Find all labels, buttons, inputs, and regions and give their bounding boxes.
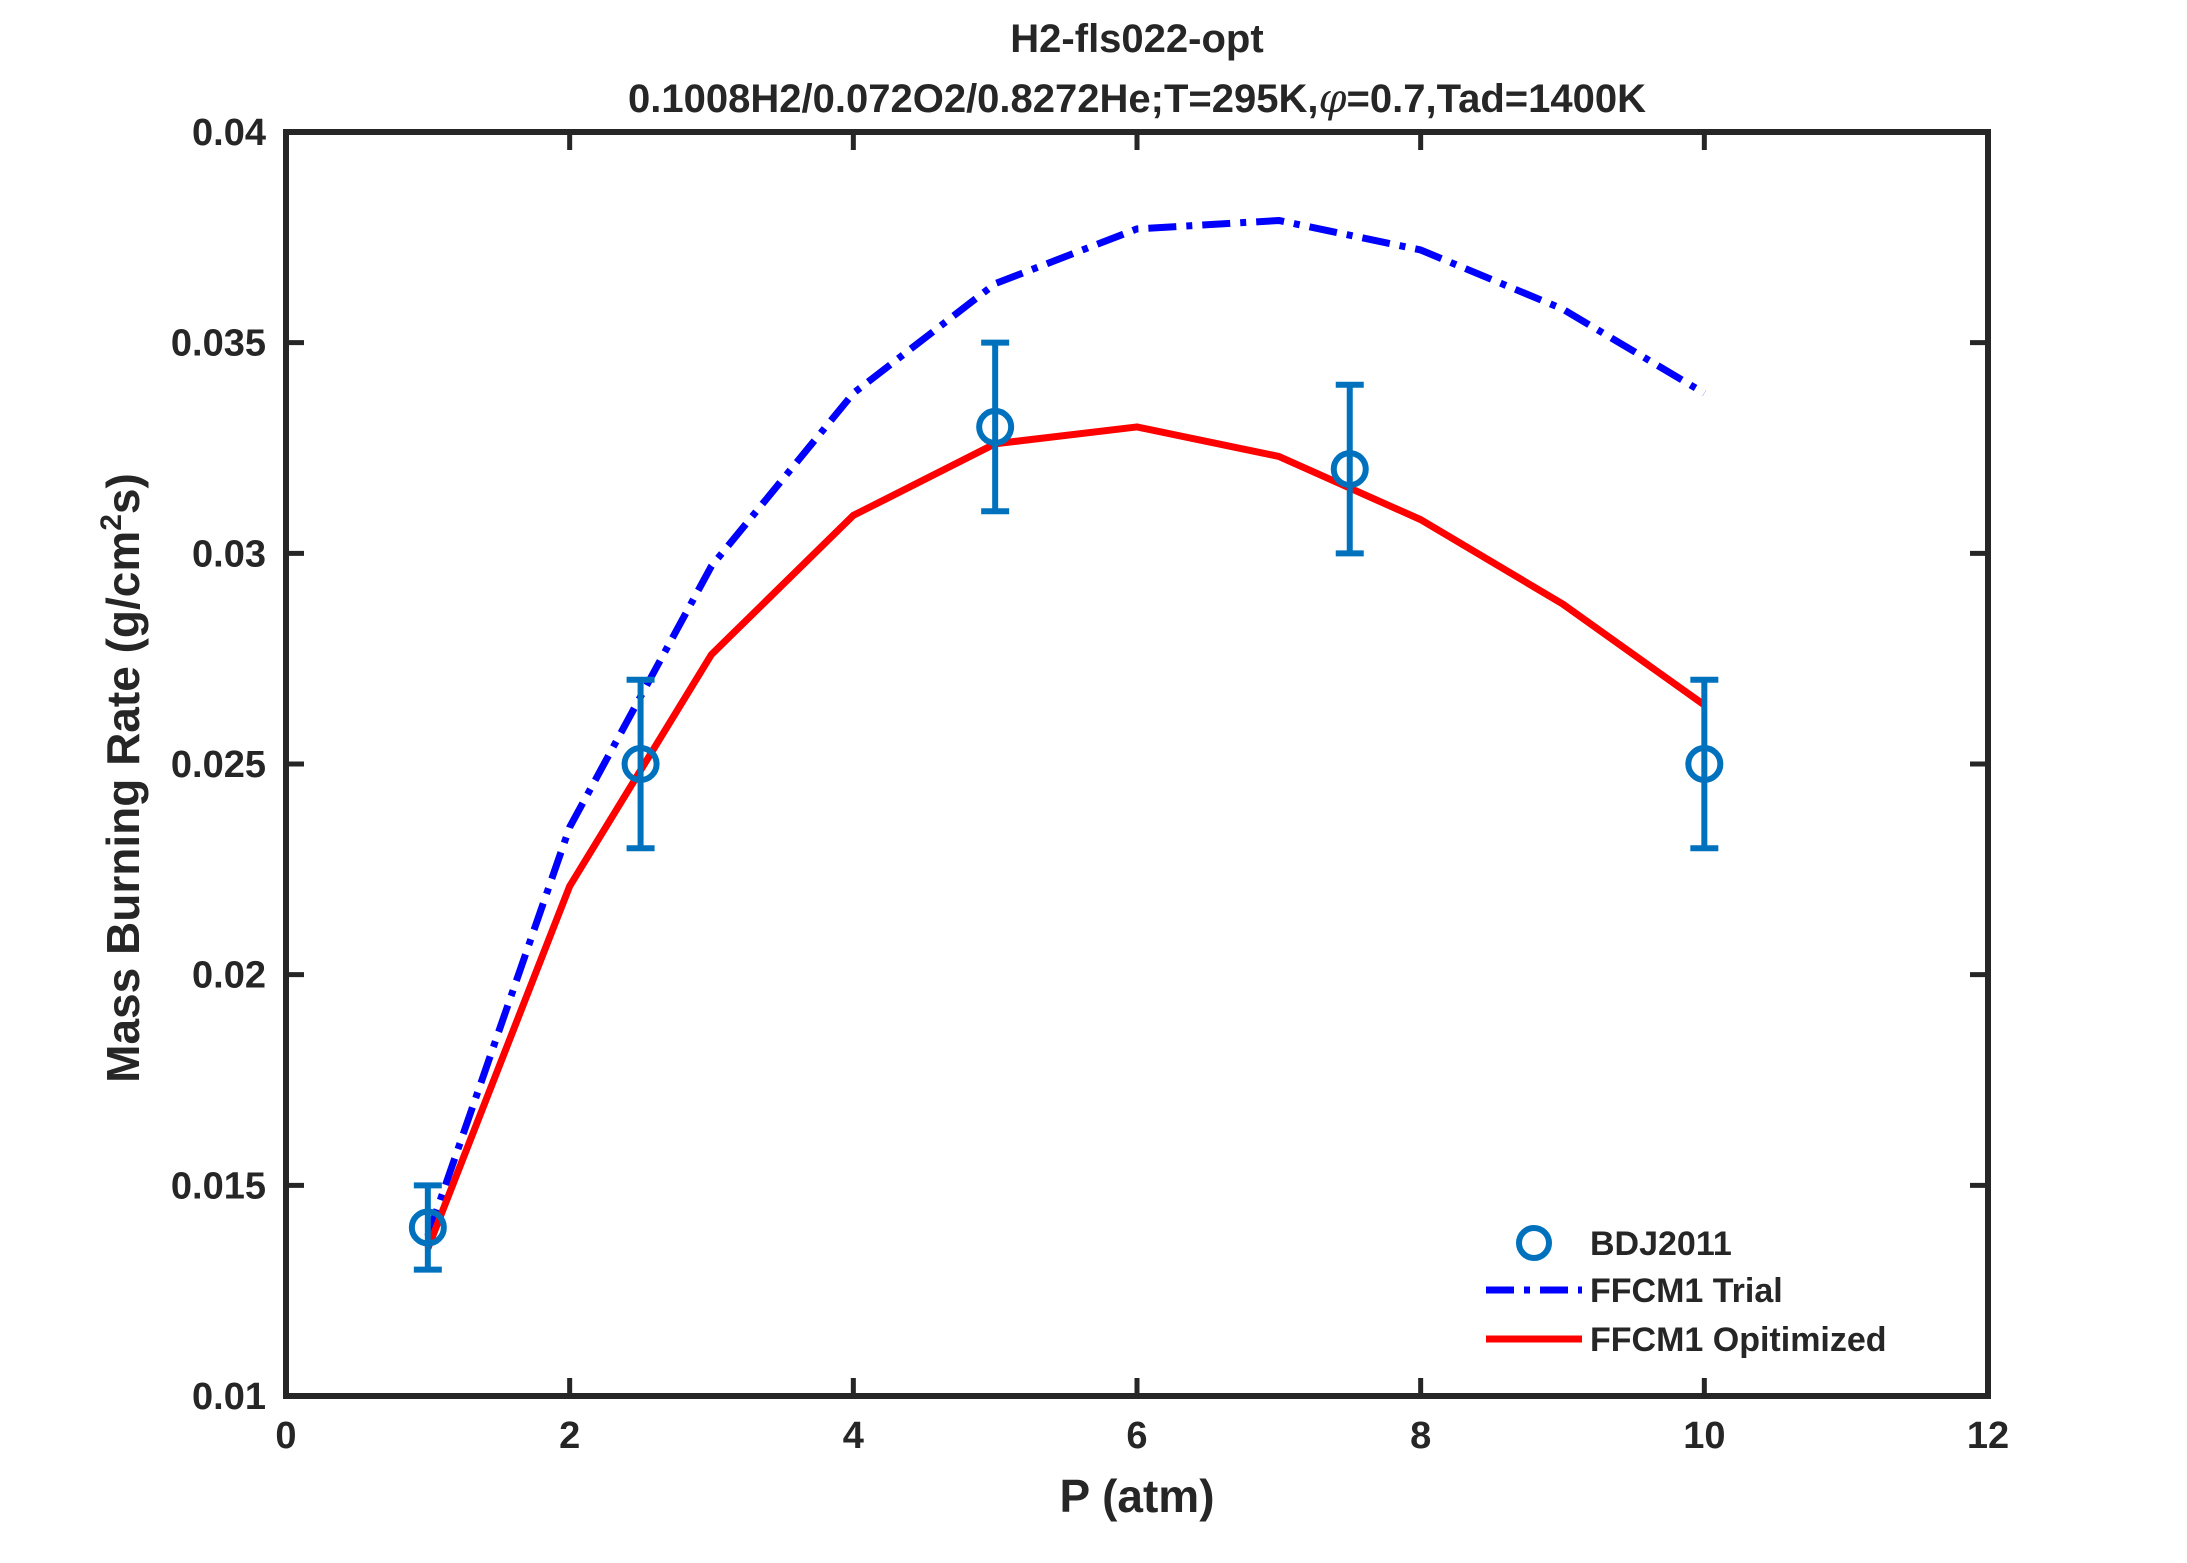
y-tick-label: 0.035 bbox=[171, 323, 266, 365]
x-tick-label: 0 bbox=[275, 1415, 296, 1457]
chart-subtitle-prefix: 0.1008H2/0.072O2/0.8272He;T=295K, bbox=[628, 77, 1319, 121]
y-axis-label-superscript: 2 bbox=[95, 514, 128, 531]
chart-subtitle-suffix: =0.7,Tad=1400K bbox=[1347, 77, 1647, 121]
data-point-bdj2011 bbox=[621, 745, 660, 783]
x-tick-label: 2 bbox=[559, 1415, 580, 1457]
y-tick-label: 0.015 bbox=[171, 1165, 266, 1207]
legend-label-bdj2011: BDJ2011 bbox=[1590, 1225, 1732, 1263]
x-tick-label: 4 bbox=[843, 1415, 864, 1457]
legend-marker-bdj2011 bbox=[1516, 1225, 1552, 1261]
x-axis-label: P (atm) bbox=[1059, 1470, 1214, 1522]
x-tick-label: 12 bbox=[1967, 1415, 2009, 1457]
data-point-bdj2011 bbox=[1330, 450, 1369, 489]
y-tick-label: 0.025 bbox=[171, 744, 266, 786]
data-point-bdj2011 bbox=[1685, 745, 1724, 783]
legend-label-ffcm1-trial: FFCM1 Trial bbox=[1590, 1272, 1783, 1310]
chart-subtitle: 0.1008H2/0.072O2/0.8272He;T=295K,φ=0.7,T… bbox=[628, 76, 1646, 122]
y-axis-label-main: Mass Burning Rate (g/cm bbox=[97, 531, 149, 1083]
data-point-bdj2011 bbox=[408, 1208, 447, 1247]
y-axis-label-end: s) bbox=[97, 473, 149, 514]
x-tick-label: 6 bbox=[1126, 1415, 1147, 1457]
chart-title: H2-fls022-opt bbox=[1010, 17, 1263, 61]
legend-label-ffcm1-optimized: FFCM1 Opitimized bbox=[1590, 1321, 1887, 1359]
y-tick-label: 0.03 bbox=[192, 533, 266, 575]
y-tick-label: 0.04 bbox=[192, 112, 266, 154]
plot-area-frame bbox=[283, 129, 1991, 1399]
data-point-bdj2011 bbox=[976, 407, 1015, 446]
x-tick-label: 8 bbox=[1410, 1415, 1431, 1457]
y-tick-label: 0.01 bbox=[192, 1376, 266, 1418]
plot-series bbox=[408, 216, 1724, 1273]
chart-subtitle-phi-symbol: φ bbox=[1319, 76, 1347, 122]
x-tick-label: 10 bbox=[1683, 1415, 1725, 1457]
axis-ticks: 0 2 4 6 8 10 12 0.01 0.015 0.02 0.025 0.03 0.035 0.04 bbox=[171, 112, 2009, 1457]
legend: BDJ2011 FFCM1 Trial FFCM1 Opitimized bbox=[1486, 1225, 1887, 1359]
y-tick-label: 0.02 bbox=[192, 955, 266, 997]
y-axis-label: Mass Burning Rate (g/cm2s) bbox=[95, 473, 149, 1083]
